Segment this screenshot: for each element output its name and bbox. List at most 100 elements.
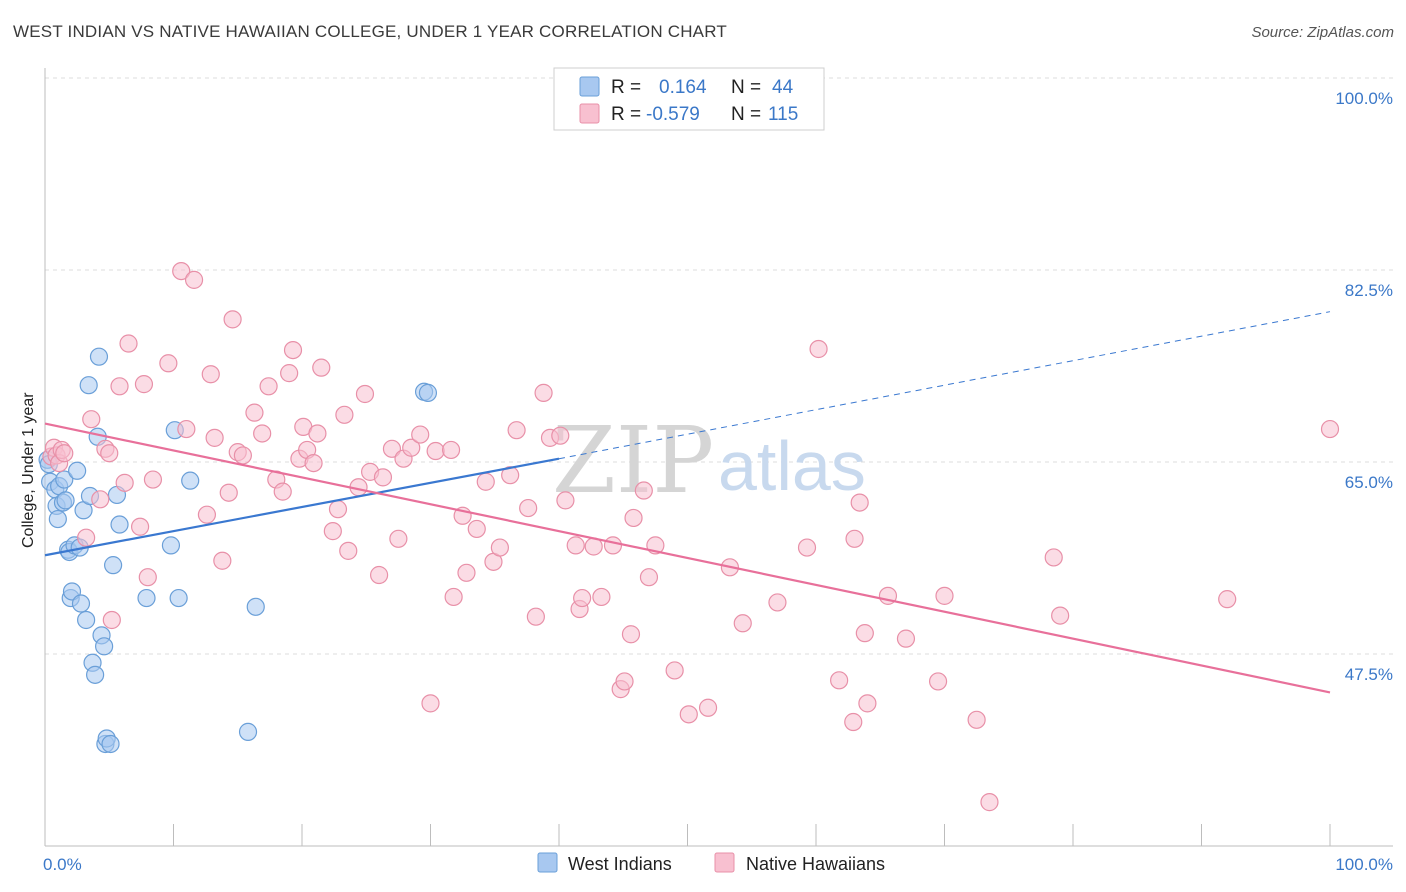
native-hawaiians-point <box>551 426 570 445</box>
native-hawaiians-point <box>339 541 358 560</box>
west-indians-point <box>110 515 129 534</box>
native-hawaiians-point <box>928 672 948 691</box>
bottom-legend: West Indians Native Hawaiians <box>537 852 885 874</box>
native-hawaiians-point <box>323 522 342 541</box>
legend-r-label-2: R = <box>611 104 641 125</box>
native-hawaiians-point <box>100 444 119 463</box>
y-tick-label: 47.5% <box>1345 665 1393 684</box>
legend-n-value-1: 44 <box>772 77 794 98</box>
native-hawaiians-point <box>82 410 101 429</box>
native-hawaiians-point <box>830 671 849 690</box>
native-hawaiians-point <box>223 310 242 329</box>
west-indians-point <box>62 582 82 601</box>
west-indians-point <box>89 347 109 366</box>
native-hawaiians-point <box>797 538 817 557</box>
legend-r-value-2: -0.579 <box>646 104 700 125</box>
native-hawaiians-point <box>134 375 154 394</box>
native-hawaiians-point <box>845 529 864 548</box>
native-hawaiians-point <box>519 498 538 518</box>
native-hawaiians-point <box>476 472 495 491</box>
watermark-zip: ZIP <box>552 407 714 514</box>
native-hawaiians-point <box>698 698 718 717</box>
legend-n-value-2: 115 <box>768 104 798 125</box>
native-hawaiians-point <box>110 377 129 396</box>
native-hawaiians-point <box>283 340 303 360</box>
native-hawaiians-point <box>370 565 389 585</box>
native-hawaiians-point <box>679 705 698 724</box>
native-hawaiians-point <box>328 500 348 519</box>
native-hawaiians-point <box>573 588 592 608</box>
west-indians-point <box>246 597 265 616</box>
native-hawaiians-point <box>556 491 575 510</box>
west-indians-point <box>181 471 200 490</box>
west-indians-point <box>77 610 96 630</box>
west-indians-trendline-extension <box>558 311 1331 460</box>
y-tick-label: 65.0% <box>1345 473 1393 492</box>
west-indians-point <box>137 588 156 608</box>
west-indians-point <box>104 556 123 575</box>
native-hawaiians-point <box>382 439 402 458</box>
legend-swatch-native-hawaiians <box>579 103 600 124</box>
native-hawaiians-point <box>177 419 196 439</box>
west-indians-point <box>68 461 87 480</box>
west-indians-point <box>79 376 98 395</box>
native-hawaiians-point <box>130 517 150 536</box>
native-hawaiians-point <box>373 468 393 487</box>
legend-r-value-1: 0.164 <box>659 77 707 98</box>
west-indians-point <box>55 470 74 489</box>
bottom-legend-swatch-west-indians <box>537 852 558 873</box>
west-indians-point <box>56 491 75 510</box>
native-hawaiians-point <box>55 444 74 463</box>
native-hawaiians-point <box>624 508 643 528</box>
native-hawaiians-point <box>634 481 653 500</box>
native-hawaiians-point <box>980 793 999 812</box>
native-hawaiians-point <box>639 568 659 587</box>
native-hawaiians-point <box>850 493 869 512</box>
native-hawaiians-point <box>457 563 476 582</box>
west-indians-point <box>95 637 114 656</box>
native-hawaiians-point <box>603 536 623 555</box>
native-hawaiians-point <box>233 446 252 465</box>
bottom-legend-swatch-native-hawaiians <box>714 852 735 873</box>
native-hawaiians-point <box>138 568 157 587</box>
native-hawaiians-trendline <box>44 422 1331 694</box>
native-hawaiians-point <box>308 424 327 443</box>
native-hawaiians-point <box>566 536 585 555</box>
native-hawaiians-point <box>77 528 96 547</box>
points-layer <box>38 261 1340 812</box>
bottom-legend-label-native-hawaiians: Native Hawaiians <box>746 854 885 874</box>
legend-swatch-west-indians <box>579 76 600 97</box>
native-hawaiians-point <box>389 529 408 548</box>
y-tick-label: 82.5% <box>1345 281 1393 300</box>
native-hawaiians-point <box>490 538 509 557</box>
legend-r-label-1: R = <box>611 77 641 98</box>
native-hawaiians-point <box>665 661 684 680</box>
west-indians-point <box>169 588 188 608</box>
chart-title: WEST INDIAN VS NATIVE HAWAIIAN COLLEGE, … <box>13 22 727 41</box>
legend-n-label-2: N = <box>731 104 761 125</box>
native-hawaiians-point <box>102 610 121 630</box>
native-hawaiians-point <box>1051 606 1070 625</box>
native-hawaiians-point <box>411 425 430 444</box>
west-indians-point <box>48 509 67 529</box>
native-hawaiians-point <box>733 614 752 633</box>
native-hawaiians-point <box>213 551 232 570</box>
native-hawaiians-point <box>205 428 224 447</box>
native-hawaiians-point <box>844 712 863 732</box>
native-hawaiians-point <box>526 607 545 626</box>
bottom-legend-label-west-indians: West Indians <box>568 854 672 874</box>
west-indians-point <box>71 594 91 613</box>
native-hawaiians-point <box>197 505 217 524</box>
x-tick-label-min: 0.0% <box>43 855 82 874</box>
y-axis-title: College, Under 1 year <box>20 392 37 548</box>
native-hawaiians-point <box>253 424 272 443</box>
trend-layer <box>44 311 1331 694</box>
native-hawaiians-point <box>273 482 292 501</box>
native-hawaiians-point <box>441 440 461 460</box>
native-hawaiians-point <box>896 629 916 648</box>
native-hawaiians-point <box>245 403 264 422</box>
native-hawaiians-point <box>201 365 220 384</box>
watermark: ZIP atlas <box>552 407 866 514</box>
native-hawaiians-point <box>858 694 877 713</box>
